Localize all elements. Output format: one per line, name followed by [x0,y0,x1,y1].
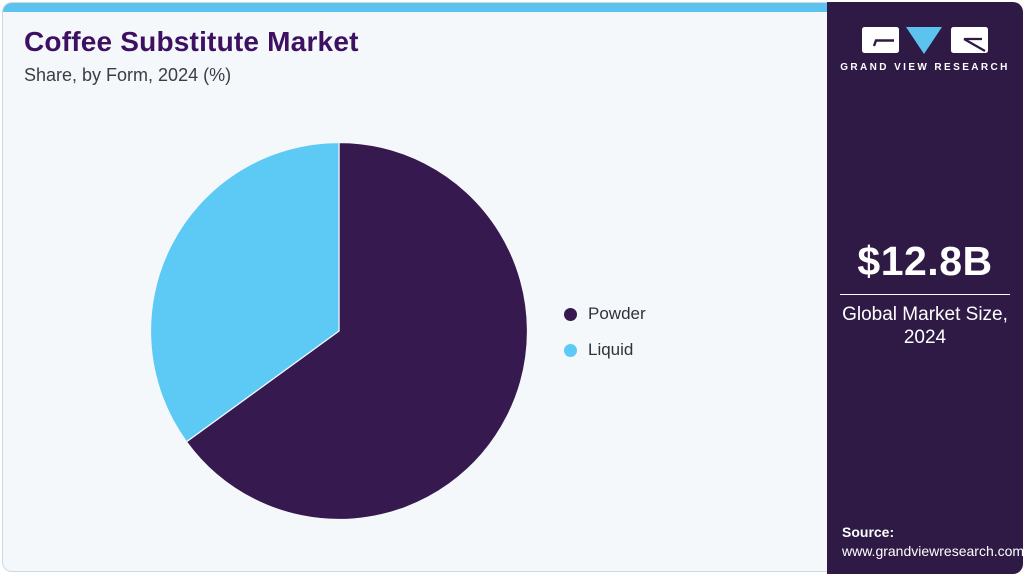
gvr-logo-icon [862,27,988,54]
chart-legend: Powder Liquid [564,304,646,360]
pie-slice-powder [185,141,529,521]
pie-chart [149,141,529,521]
legend-item-liquid: Liquid [564,340,646,360]
brand-logo: GRAND VIEW RESEARCH [827,25,1023,73]
legend-label: Powder [588,304,646,323]
pie-chart-svg [149,141,529,521]
market-size-label-line1: Global Market Size, [842,304,1008,325]
liquid-legend-marker-icon [564,343,577,357]
market-size-label: Global Market Size, 2024 [827,303,1023,349]
page-title: Coffee Substitute Market [24,26,359,57]
pie-slice-liquid [149,141,340,443]
powder-legend-marker-icon [564,307,577,321]
page-subtitle: Share, by Form, 2024 (%) [24,64,232,85]
stat-divider [840,294,1010,295]
market-size-stat: $12.8B Global Market Size, 2024 [827,238,1023,349]
brand-name: GRAND VIEW RESEARCH [840,62,1010,73]
legend-label: Liquid [588,340,634,359]
sidebar: GRAND VIEW RESEARCH $12.8B Global Market… [827,2,1024,574]
source-label: Source: [842,524,895,540]
source-block: Source: www.grandviewresearch.com [842,524,1024,559]
chart-panel: Coffee Substitute Market Share, by Form,… [2,2,827,572]
top-accent-bar [3,3,827,12]
header: Coffee Substitute Market Share, by Form,… [24,26,359,86]
source-url-link[interactable]: www.grandviewresearch.com [842,543,1025,559]
market-size-label-line2: 2024 [903,327,947,349]
legend-item-powder: Powder [564,304,646,324]
market-size-value: $12.8B [857,238,993,284]
